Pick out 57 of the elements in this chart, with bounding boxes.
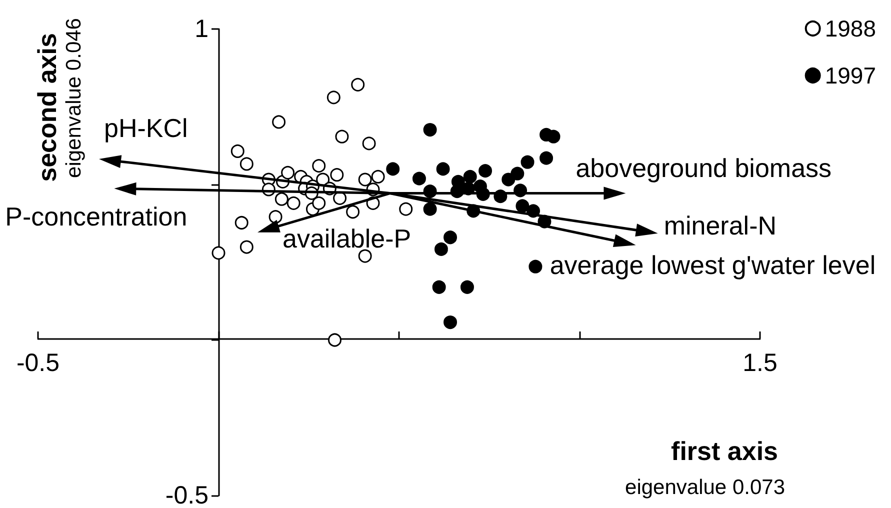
point [286,196,300,210]
annotation: aboveground biomass [576,153,832,184]
point [434,242,448,256]
point [312,159,326,173]
point [274,192,288,206]
point [328,333,342,347]
point [444,316,458,330]
annotation: eigenvalue 0.046 [62,18,86,178]
point [272,115,286,129]
point [371,170,385,184]
point [432,280,446,294]
annotation: available-P [282,223,412,254]
point [463,170,477,184]
point [230,144,244,158]
point [358,249,372,263]
legend-label: 1988 [824,16,876,42]
point [516,199,530,213]
point [502,172,516,186]
point [423,202,437,216]
legend-label: 1997 [824,62,876,88]
point [444,230,458,244]
y-tick-label: 1 [194,15,208,43]
point [478,164,492,178]
point [423,123,437,137]
point [520,155,534,169]
point [268,210,282,224]
point [351,78,365,92]
point [333,191,347,205]
annotation: mineral-N [664,210,777,240]
annotation: average lowest g'water level [550,250,876,280]
point [358,172,372,186]
point [436,162,450,176]
y-axis-title: second axis [32,33,62,182]
annotation: P-concentration [5,202,188,232]
point [412,172,426,186]
point [540,151,554,165]
point [546,130,560,144]
point [312,196,326,210]
point [460,280,474,294]
point [212,246,226,260]
point [326,90,340,104]
point [240,240,254,254]
point [240,157,254,171]
point [528,260,542,274]
point [281,166,295,180]
point [510,166,524,180]
point [335,130,349,144]
point [399,202,413,216]
annotation: eigenvalue 0.073 [625,476,786,499]
x-axis-title: first axis [671,436,778,466]
point [346,205,360,219]
point [234,216,248,230]
point [362,136,376,150]
point [330,168,344,182]
x-tick-label: 1.5 [742,349,778,377]
annotation: pH-KCl [104,113,188,143]
point [386,162,400,176]
